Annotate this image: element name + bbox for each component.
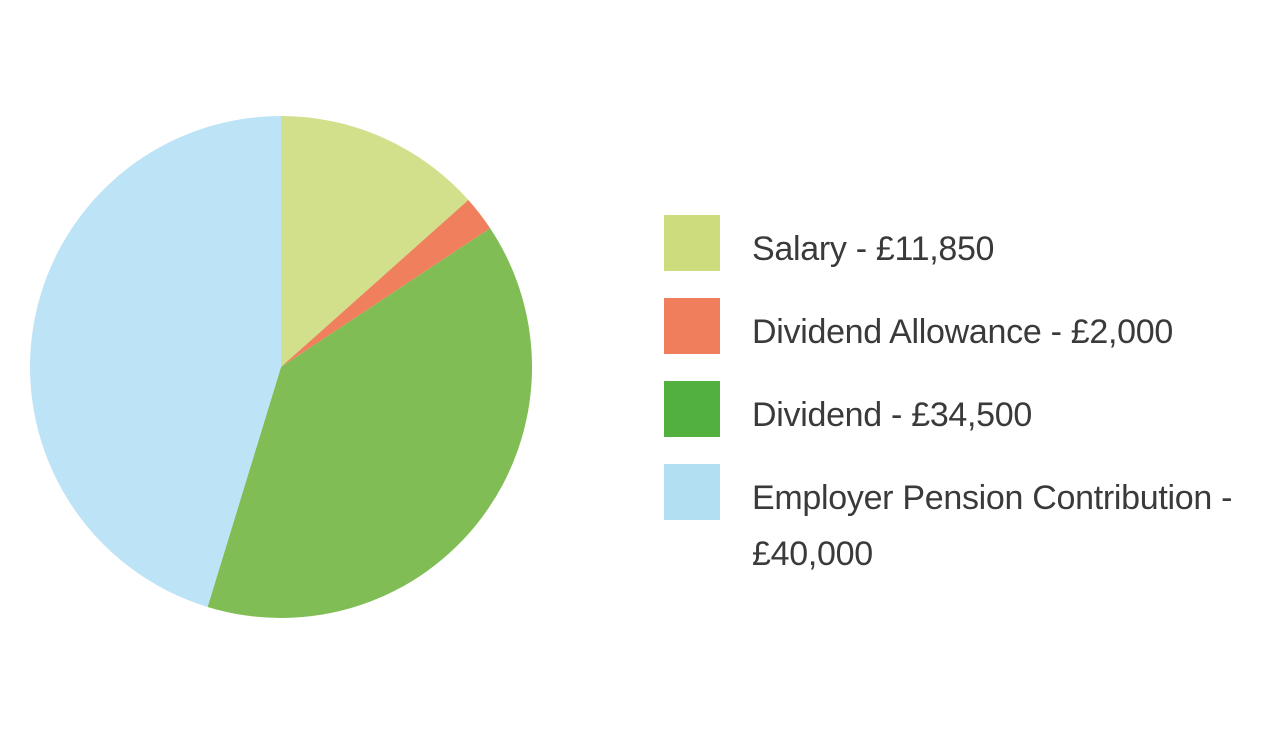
legend-item-employer-pension: Employer Pension Contribution - £40,000 [664,464,1274,547]
legend-swatch-dividend [664,381,720,437]
legend: Salary - £11,850 Dividend Allowance - £2… [664,215,1274,547]
legend-item-dividend-allowance: Dividend Allowance - £2,000 [664,298,1274,381]
pie-slices [30,116,532,618]
legend-item-dividend: Dividend - £34,500 [664,381,1274,464]
legend-label-dividend-allowance: Dividend Allowance - £2,000 [752,304,1252,360]
legend-swatch-dividend-allowance [664,298,720,354]
legend-label-salary: Salary - £11,850 [752,221,1252,277]
legend-item-salary: Salary - £11,850 [664,215,1274,298]
legend-label-dividend: Dividend - £34,500 [752,387,1252,443]
legend-swatch-employer-pension [664,464,720,520]
legend-swatch-salary [664,215,720,271]
pie-chart [0,0,600,737]
legend-label-employer-pension: Employer Pension Contribution - £40,000 [752,470,1252,582]
